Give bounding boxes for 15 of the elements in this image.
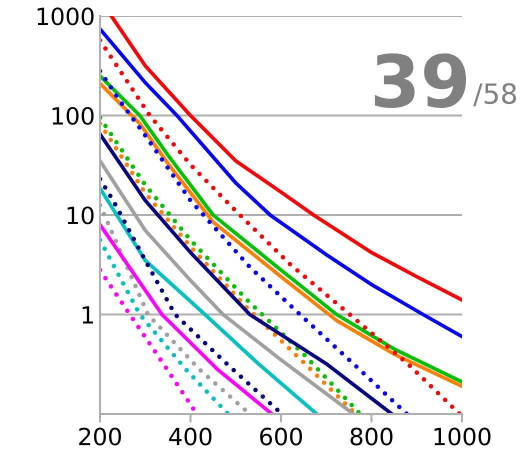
x-tick-label: 1000 (434, 428, 490, 446)
line-series (100, 222, 274, 414)
x-tick-label: 600 (260, 428, 302, 446)
y-tick-label: 100 (52, 106, 94, 125)
y-tick-label: 10 (68, 206, 94, 224)
line-series (100, 238, 230, 414)
line-series (100, 132, 394, 414)
text: /58 (473, 83, 516, 106)
x-tick-label: 400 (169, 428, 212, 446)
x-tick-label: 200 (79, 428, 121, 446)
x-tick-label: 800 (350, 428, 392, 446)
line-series (100, 186, 319, 414)
annotation: 39 (374, 53, 466, 108)
y-tick-label: 1 (82, 306, 93, 324)
y-tick-label: 1000 (38, 7, 94, 26)
